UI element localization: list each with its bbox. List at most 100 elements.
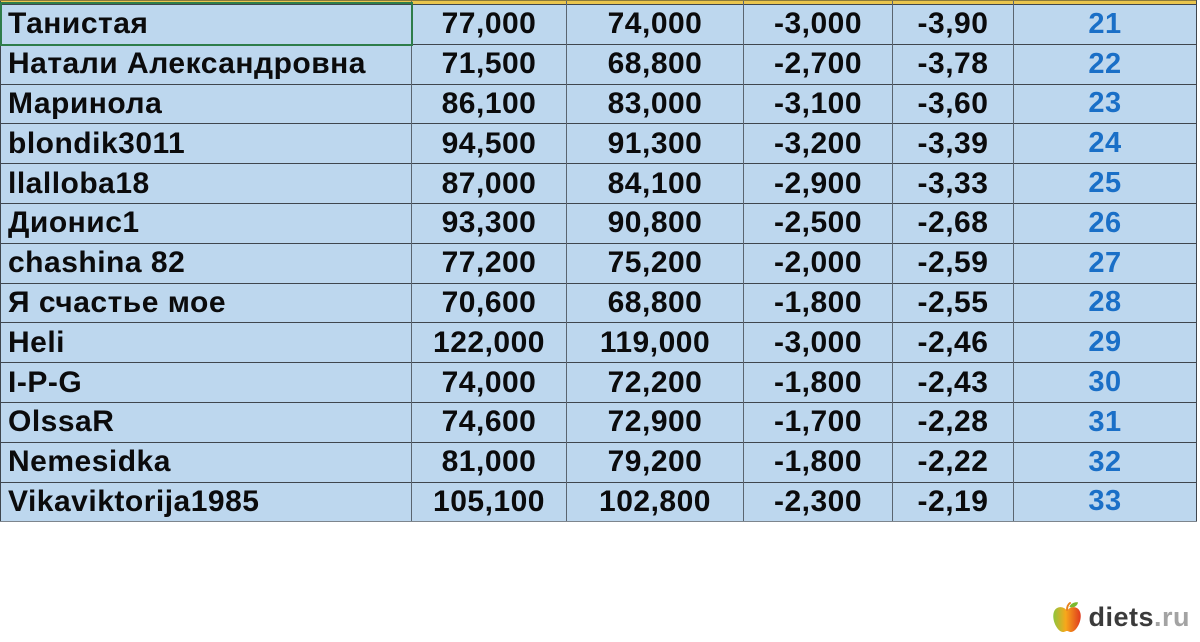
cell-name[interactable]: Vikaviktorija1985 — [0, 481, 412, 523]
cell-current-weight[interactable]: 83,000 — [566, 83, 744, 124]
cell-loss[interactable]: -2,900 — [743, 163, 893, 204]
cell-start-weight[interactable]: 94,500 — [411, 123, 567, 164]
cell-rank[interactable]: 33 — [1013, 481, 1197, 523]
header-strip-cell — [743, 0, 893, 5]
cell-loss[interactable]: -3,000 — [743, 322, 893, 363]
cell-loss[interactable]: -1,800 — [743, 362, 893, 403]
cell-name[interactable]: llalloba18 — [0, 163, 412, 204]
cell-loss-percent[interactable]: -2,59 — [892, 242, 1014, 284]
cell-current-weight[interactable]: 119,000 — [566, 322, 744, 363]
table-row: Дионис1 93,300 90,800 -2,500 -2,68 26 — [0, 202, 1197, 244]
table-row: blondik3011 94,500 91,300 -3,200 -3,39 24 — [0, 123, 1197, 164]
cell-current-weight[interactable]: 75,200 — [566, 242, 744, 284]
leaderboard-body: Танистая 77,000 74,000 -3,000 -3,90 21 Натали … — [0, 4, 1197, 523]
cell-rank[interactable]: 31 — [1013, 401, 1197, 443]
logo-text: diets.ru — [1088, 601, 1190, 632]
table-row: Маринола 86,100 83,000 -3,100 -3,60 23 — [0, 83, 1197, 124]
cell-loss-percent[interactable]: -2,22 — [892, 441, 1014, 483]
cell-start-weight[interactable]: 87,000 — [411, 163, 567, 204]
cell-name[interactable]: Nemesidka — [0, 441, 412, 483]
cell-current-weight[interactable]: 91,300 — [566, 123, 744, 164]
cell-loss[interactable]: -1,800 — [743, 282, 893, 323]
cell-rank[interactable]: 24 — [1013, 123, 1197, 164]
cell-loss[interactable]: -1,700 — [743, 401, 893, 443]
table-row: chashina 82 77,200 75,200 -2,000 -2,59 27 — [0, 242, 1197, 284]
cell-name[interactable]: chashina 82 — [0, 242, 412, 284]
cell-start-weight[interactable]: 70,600 — [411, 282, 567, 323]
cell-loss-percent[interactable]: -3,78 — [892, 43, 1014, 85]
cell-rank[interactable]: 22 — [1013, 43, 1197, 85]
cell-current-weight[interactable]: 72,900 — [566, 401, 744, 443]
cell-current-weight[interactable]: 79,200 — [566, 441, 744, 483]
cell-name[interactable]: blondik3011 — [0, 123, 412, 164]
cell-loss[interactable]: -1,800 — [743, 441, 893, 483]
cell-current-weight[interactable]: 102,800 — [566, 481, 744, 523]
cell-current-weight[interactable]: 84,100 — [566, 163, 744, 204]
cell-rank[interactable]: 25 — [1013, 163, 1197, 204]
cell-name[interactable]: Heli — [0, 322, 412, 363]
apple-icon — [1053, 602, 1082, 632]
cell-name[interactable]: Я счастье мое — [0, 282, 412, 323]
cell-name[interactable]: I-P-G — [0, 362, 412, 403]
cell-rank[interactable]: 26 — [1013, 202, 1197, 244]
cell-name[interactable]: Натали Александровна — [0, 43, 412, 85]
logo-tld-text: .ru — [1153, 601, 1190, 632]
cell-loss[interactable]: -2,000 — [743, 242, 893, 284]
cell-rank[interactable]: 30 — [1013, 362, 1197, 403]
cell-loss-percent[interactable]: -2,55 — [892, 282, 1014, 323]
cell-name[interactable]: Маринола — [0, 83, 412, 124]
cell-rank[interactable]: 21 — [1013, 4, 1197, 45]
cell-loss-percent[interactable]: -2,68 — [892, 202, 1014, 244]
cell-loss[interactable]: -3,100 — [743, 83, 893, 124]
table-row: Vikaviktorija1985 105,100 102,800 -2,300 -2,… — [0, 481, 1197, 523]
cell-name[interactable]: OlssaR — [0, 401, 412, 443]
cell-start-weight[interactable]: 77,000 — [411, 4, 567, 45]
cell-start-weight[interactable]: 74,000 — [411, 362, 567, 403]
cell-start-weight[interactable]: 74,600 — [411, 401, 567, 443]
cell-current-weight[interactable]: 68,800 — [566, 43, 744, 85]
cell-start-weight[interactable]: 81,000 — [411, 441, 567, 483]
cell-start-weight[interactable]: 77,200 — [411, 242, 567, 284]
cell-rank[interactable]: 23 — [1013, 83, 1197, 124]
table-row: Танистая 77,000 74,000 -3,000 -3,90 21 — [0, 4, 1197, 45]
cell-current-weight[interactable]: 74,000 — [566, 4, 744, 45]
cell-loss[interactable]: -2,700 — [743, 43, 893, 85]
cell-name[interactable]: Дионис1 — [0, 202, 412, 244]
cell-current-weight[interactable]: 72,200 — [566, 362, 744, 403]
table-row: OlssaR 74,600 72,900 -1,700 -2,28 31 — [0, 401, 1197, 443]
cell-loss-percent[interactable]: -2,19 — [892, 481, 1014, 523]
cell-start-weight[interactable]: 71,500 — [411, 43, 567, 85]
cell-current-weight[interactable]: 68,800 — [566, 282, 744, 323]
header-strip-cell — [892, 0, 1014, 5]
cell-start-weight[interactable]: 86,100 — [411, 83, 567, 124]
cell-loss-percent[interactable]: -3,60 — [892, 83, 1014, 124]
cell-rank[interactable]: 27 — [1013, 242, 1197, 284]
cell-loss[interactable]: -2,500 — [743, 202, 893, 244]
cell-start-weight[interactable]: 93,300 — [411, 202, 567, 244]
cell-rank[interactable]: 32 — [1013, 441, 1197, 483]
header-strip-cell — [1013, 0, 1197, 5]
cell-rank[interactable]: 29 — [1013, 322, 1197, 363]
cell-start-weight[interactable]: 105,100 — [411, 481, 567, 523]
cell-loss[interactable]: -3,000 — [743, 4, 893, 45]
cell-rank[interactable]: 28 — [1013, 282, 1197, 323]
cell-loss-percent[interactable]: -2,28 — [892, 401, 1014, 443]
cell-loss[interactable]: -3,200 — [743, 123, 893, 164]
cell-loss-percent[interactable]: -2,43 — [892, 362, 1014, 403]
table-row: llalloba18 87,000 84,100 -2,900 -3,33 25 — [0, 163, 1197, 204]
table-row: Я счастье мое 70,600 68,800 -1,800 -2,55 28 — [0, 282, 1197, 323]
cell-loss-percent[interactable]: -2,46 — [892, 322, 1014, 363]
cell-loss-percent[interactable]: -3,39 — [892, 123, 1014, 164]
table-row: Натали Александровна 71,500 68,800 -2,700 -3… — [0, 43, 1197, 85]
cell-current-weight[interactable]: 90,800 — [566, 202, 744, 244]
cell-start-weight[interactable]: 122,000 — [411, 322, 567, 363]
cell-loss[interactable]: -2,300 — [743, 481, 893, 523]
cell-loss-percent[interactable]: -3,90 — [892, 4, 1014, 45]
diets-logo: diets.ru — [1051, 600, 1190, 634]
cell-name[interactable]: Танистая — [0, 4, 412, 45]
table-row: I-P-G 74,000 72,200 -1,800 -2,43 30 — [0, 362, 1197, 403]
logo-brand-text: diets — [1088, 601, 1154, 632]
cell-loss-percent[interactable]: -3,33 — [892, 163, 1014, 204]
table-row: Heli 122,000 119,000 -3,000 -2,46 29 — [0, 322, 1197, 363]
